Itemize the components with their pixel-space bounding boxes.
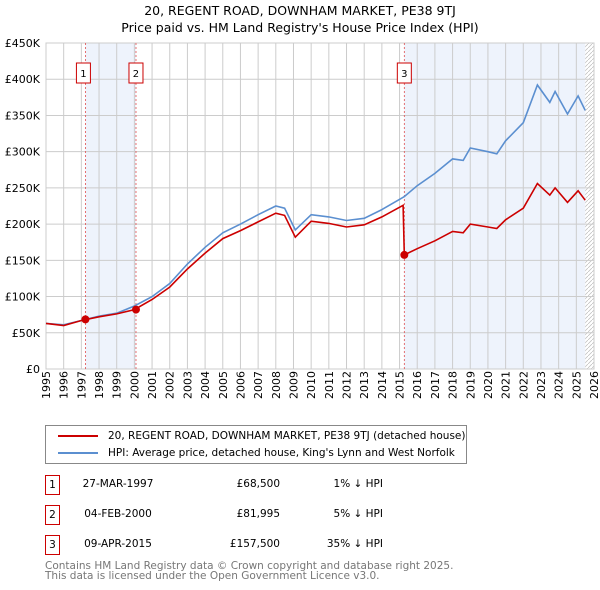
x-tick-label: 2012 (341, 371, 354, 399)
x-tick-label: 2018 (447, 371, 460, 399)
sale-price: £81,995 (236, 508, 280, 520)
x-tick-label: 2022 (517, 371, 530, 399)
legend-item-property: 20, REGENT ROAD, DOWNHAM MARKET, PE38 9T… (58, 430, 466, 442)
legend-label: 20, REGENT ROAD, DOWNHAM MARKET, PE38 9T… (108, 430, 466, 442)
chart-subtitle: Price paid vs. HM Land Registry's House … (121, 20, 479, 35)
legend-red-line (58, 435, 98, 437)
x-tick-label: 2008 (270, 371, 283, 399)
legend-item-hpi: HPI: Average price, detached house, King… (58, 447, 455, 459)
y-tick-label: £250K (5, 182, 41, 195)
x-tick-label: 2007 (252, 371, 265, 399)
x-tick-label: 2017 (429, 371, 442, 399)
sale-point (131, 305, 140, 314)
legend-label: HPI: Average price, detached house, King… (108, 447, 455, 459)
x-tick-label: 2020 (482, 371, 495, 399)
x-tick-label: 2016 (411, 371, 424, 399)
y-tick-label: £200K (5, 218, 41, 231)
y-tick-label: £0 (26, 363, 40, 376)
x-tick-label: 2003 (181, 371, 194, 399)
y-tick-label: £50K (12, 327, 41, 340)
sale-badge: 2 (45, 505, 60, 525)
chart-title: 20, REGENT ROAD, DOWNHAM MARKET, PE38 9T… (144, 3, 456, 18)
transaction-row: 2 04-FEB-2000 £81,995 5% ↓ HPI (45, 505, 445, 525)
sale-number-box (75, 62, 91, 84)
price-chart: 1995 1996 1997 1998 1999 2000 2001 2002 2003 2004… (5, 37, 600, 399)
sale-date: 04-FEB-2000 (84, 508, 152, 520)
x-tick-label: 1996 (58, 371, 71, 399)
sale-badge: 1 (45, 475, 60, 495)
sale-hpi-delta: 1% ↓ HPI (333, 478, 383, 490)
x-tick-label: 2021 (500, 371, 513, 399)
sale-badge: 3 (45, 535, 60, 555)
footer-line: Contains HM Land Registry data © Crown c… (45, 560, 454, 572)
sale-point (81, 315, 90, 324)
x-tick-label: 2015 (394, 371, 407, 399)
x-tick-label: 2010 (305, 371, 318, 399)
x-tick-label: 1998 (93, 371, 106, 399)
x-tick-label: 1995 (40, 371, 53, 399)
x-tick-label: 2000 (128, 371, 141, 399)
sale-number-box (128, 62, 144, 84)
x-tick-label: 2011 (323, 371, 336, 399)
transaction-row: 3 09-APR-2015 £157,500 35% ↓ HPI (45, 535, 445, 555)
series-line (45, 182, 586, 327)
plot-frame (45, 42, 595, 370)
x-tick-label: 2002 (164, 371, 177, 399)
sale-price: £157,500 (229, 538, 280, 550)
legend-blue-line (58, 452, 98, 454)
sale-number-label: 1 (80, 69, 86, 80)
x-tick-label: 2023 (535, 371, 548, 399)
footer-line: This data is licensed under the Open Gov… (45, 570, 380, 582)
x-tick-label: 2014 (376, 371, 389, 399)
shaded-period (404, 43, 586, 369)
legend: 20, REGENT ROAD, DOWNHAM MARKET, PE38 9T… (45, 425, 467, 464)
x-tick-label: 1999 (111, 371, 124, 399)
x-tick-label: 2001 (146, 371, 159, 399)
x-tick-label: 2025 (570, 371, 583, 399)
y-tick-label: £300K (5, 146, 41, 159)
x-tick-label: 2026 (588, 371, 600, 399)
sale-date: 09-APR-2015 (84, 538, 152, 550)
sale-hpi-delta: 35% ↓ HPI (326, 538, 383, 550)
shaded-period (85, 43, 136, 369)
transaction-row: 1 27-MAR-1997 £68,500 1% ↓ HPI (45, 475, 445, 495)
forecast-hatch (585, 43, 594, 369)
y-tick-label: £150K (5, 254, 41, 267)
x-tick-label: 2005 (217, 371, 230, 399)
x-tick-label: 2004 (199, 371, 212, 399)
x-tick-label: 2006 (234, 371, 247, 399)
x-tick-label: 2024 (553, 371, 566, 399)
sale-number-box (396, 62, 412, 84)
x-tick-label: 1997 (75, 371, 88, 399)
x-tick-label: 2013 (358, 371, 371, 399)
y-tick-label: £400K (5, 73, 41, 86)
sale-number-label: 2 (133, 69, 139, 80)
y-tick-label: £100K (5, 291, 41, 304)
series-line (45, 83, 586, 326)
sale-date: 27-MAR-1997 (82, 478, 154, 490)
sale-number-label: 3 (401, 69, 407, 80)
sale-point (400, 250, 409, 259)
footer: Contains HM Land Registry data © Crown c… (45, 560, 454, 582)
x-tick-label: 2019 (464, 371, 477, 399)
x-tick-label: 2009 (287, 371, 300, 399)
sale-price: £68,500 (236, 478, 280, 490)
y-tick-label: £450K (5, 37, 41, 50)
y-tick-label: £350K (5, 109, 41, 122)
sale-hpi-delta: 5% ↓ HPI (333, 508, 383, 520)
